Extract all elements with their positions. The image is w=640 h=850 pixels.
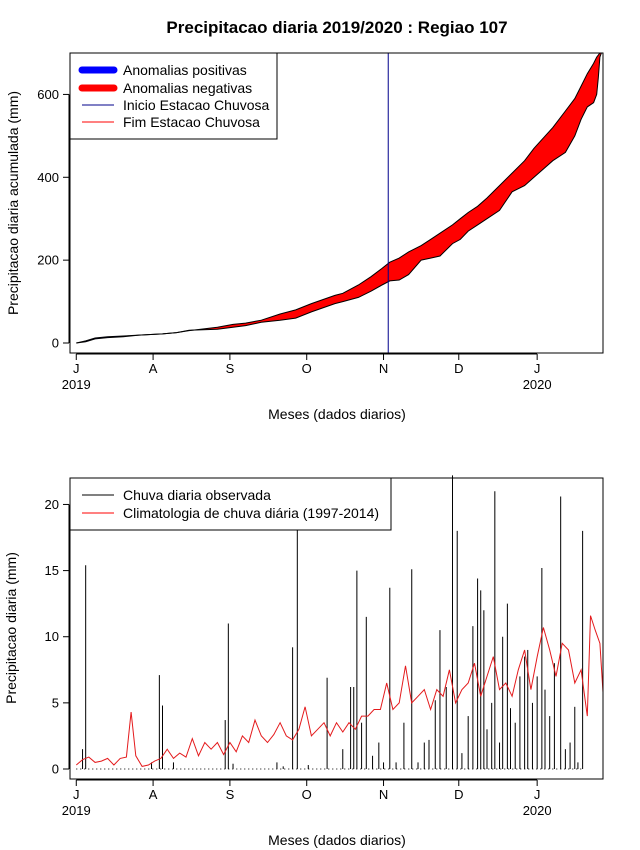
- top-legend: Anomalias positivas Anomalias negativas …: [69, 52, 278, 140]
- bottom-legend-box: [69, 477, 392, 531]
- top-x-tick-label: S: [226, 361, 235, 376]
- bottom-y-tick-label: 10: [45, 629, 59, 644]
- bottom-x-axis-label: Meses (dados diarios): [268, 832, 406, 848]
- top-year-label: 2020: [523, 377, 552, 392]
- top-y-tick-label: 0: [52, 336, 59, 351]
- bottom-y-tick-label: 20: [45, 497, 59, 512]
- bottom-y-axis-label: Precipitacao diaria (mm): [3, 552, 19, 704]
- chart-title: Precipitacao diaria 2019/2020 : Regiao 1…: [166, 18, 507, 37]
- bottom-legend: Chuva diaria observada Climatologia de c…: [69, 477, 392, 531]
- bottom-y-tick-label: 0: [52, 762, 59, 777]
- bottom-x-tick-label: S: [226, 787, 235, 802]
- top-plot-frame: [69, 52, 604, 354]
- legend-label-daily: Chuva diaria observada: [123, 487, 271, 503]
- bottom-y-tick-label: 5: [52, 695, 59, 710]
- top-y-axis-label: Precipitacao diaria acumulada (mm): [5, 91, 21, 315]
- legend-label-negative: Anomalias negativas: [123, 80, 252, 96]
- top-x-tick-label: J: [73, 361, 80, 376]
- bottom-x-tick-label: D: [454, 787, 463, 802]
- top-x-tick-label: O: [302, 361, 312, 376]
- bottom-x-tick-label: O: [302, 787, 312, 802]
- top-y-tick-label: 200: [37, 253, 59, 268]
- top-y-axis: 0 200 400 600: [37, 87, 70, 351]
- legend-label-climatology: Climatologia de chuva diária (1997-2014): [123, 505, 379, 521]
- climatology-cumulative-line: [76, 52, 602, 344]
- bottom-plot-area: [75, 475, 604, 770]
- top-y-tick-label: 400: [37, 170, 59, 185]
- bottom-x-tick-label: A: [149, 787, 158, 802]
- climatology-daily-line: [75, 615, 604, 767]
- legend-label-end: Fim Estacao Chuvosa: [123, 114, 260, 130]
- bottom-y-tick-label: 15: [45, 563, 59, 578]
- top-x-tick-label: N: [379, 361, 388, 376]
- top-y-tick-label: 600: [37, 87, 59, 102]
- top-plot-area: [76, 52, 602, 353]
- top-x-axis-label: Meses (dados diarios): [268, 406, 406, 422]
- legend-label-positive: Anomalias positivas: [123, 62, 247, 78]
- positive-anomaly-area: [76, 330, 194, 343]
- bottom-year-label: 2020: [523, 803, 552, 818]
- legend-label-start: Inicio Estacao Chuvosa: [123, 97, 270, 113]
- bottom-x-tick-label: N: [379, 787, 388, 802]
- top-x-tick-label: D: [454, 361, 463, 376]
- top-chart: Precipitacao diaria 2019/2020 : Regiao 1…: [5, 18, 604, 422]
- top-year-label: 2019: [62, 377, 91, 392]
- bottom-x-tick-label: J: [73, 787, 80, 802]
- bottom-year-label: 2019: [62, 803, 91, 818]
- negative-anomaly-area: [193, 53, 601, 330]
- top-x-tick-label: J: [534, 361, 541, 376]
- bottom-y-axis: 0 5 10 15 20: [45, 497, 70, 777]
- top-x-tick-label: A: [149, 361, 158, 376]
- bottom-x-tick-label: J: [534, 787, 541, 802]
